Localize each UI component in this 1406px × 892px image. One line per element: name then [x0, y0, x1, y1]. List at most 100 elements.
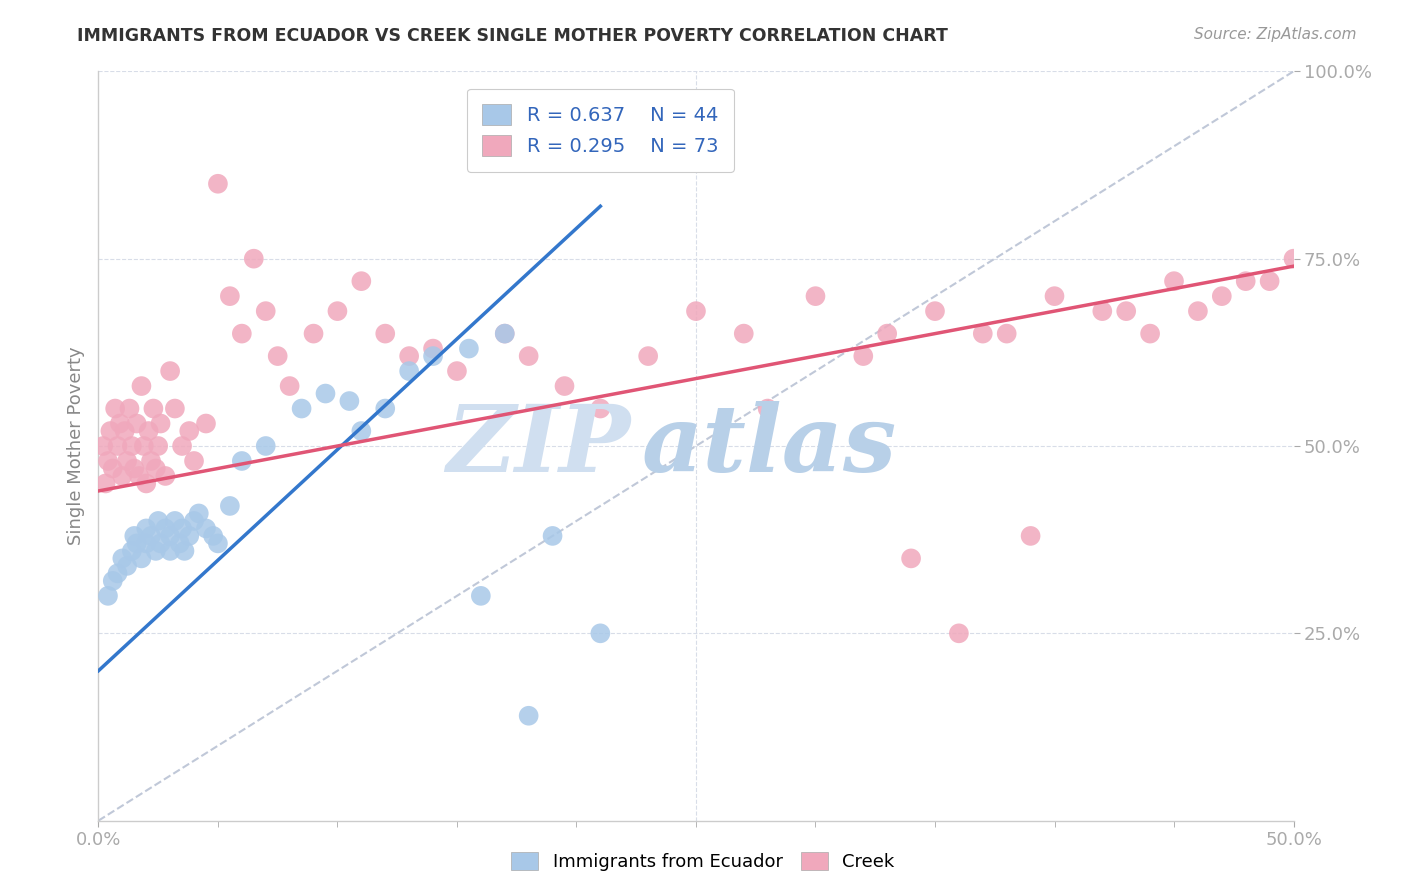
Point [219, 289, 242, 303]
Point [494, 326, 516, 341]
Text: Source: ZipAtlas.com: Source: ZipAtlas.com [1194, 27, 1357, 42]
Point [948, 626, 970, 640]
Point [1234, 274, 1257, 288]
Point [111, 551, 134, 566]
Point [589, 626, 612, 640]
Point [195, 521, 218, 535]
Point [1019, 529, 1042, 543]
Text: IMMIGRANTS FROM ECUADOR VS CREEK SINGLE MOTHER POVERTY CORRELATION CHART: IMMIGRANTS FROM ECUADOR VS CREEK SINGLE … [77, 27, 948, 45]
Point [173, 544, 195, 558]
Point [163, 514, 186, 528]
Point [132, 439, 155, 453]
Point [207, 177, 229, 191]
Point [315, 386, 337, 401]
Point [339, 394, 361, 409]
Point [107, 439, 129, 453]
Point [135, 476, 157, 491]
Point [97, 454, 120, 468]
Point [398, 364, 420, 378]
Point [108, 417, 131, 431]
Point [470, 589, 492, 603]
Point [169, 536, 191, 550]
Point [121, 544, 143, 558]
Point [207, 536, 229, 550]
Point [995, 326, 1018, 341]
Point [350, 274, 373, 288]
Point [398, 349, 420, 363]
Point [852, 349, 875, 363]
Point [267, 349, 290, 363]
Point [517, 349, 540, 363]
Point [1115, 304, 1137, 318]
Point [121, 439, 143, 453]
Point [900, 551, 922, 566]
Point [422, 342, 444, 356]
Point [183, 454, 205, 468]
Point [159, 364, 181, 378]
Point [94, 476, 117, 491]
Point [149, 536, 172, 550]
Text: ZIP: ZIP [446, 401, 630, 491]
Point [291, 401, 314, 416]
Point [107, 566, 129, 581]
Point [91, 439, 114, 453]
Point [159, 529, 181, 543]
Point [1187, 304, 1209, 318]
Point [733, 326, 755, 341]
Point [145, 461, 167, 475]
Point [1139, 326, 1161, 341]
Point [202, 529, 225, 543]
Point [183, 514, 205, 528]
Point [148, 439, 170, 453]
Point [517, 708, 540, 723]
Point [1211, 289, 1233, 303]
Point [125, 417, 148, 431]
Point [541, 529, 564, 543]
Point [685, 304, 707, 318]
Y-axis label: Single Mother Poverty: Single Mother Poverty [66, 347, 84, 545]
Point [155, 521, 177, 535]
Point [111, 469, 134, 483]
Point [98, 424, 122, 438]
Point [159, 544, 181, 558]
Point [172, 521, 194, 535]
Point [155, 469, 177, 483]
Point [374, 326, 396, 341]
Point [163, 401, 186, 416]
Point [128, 469, 150, 483]
Point [114, 424, 136, 438]
Point [756, 401, 779, 416]
Point [422, 349, 444, 363]
Point [101, 461, 124, 475]
Point [195, 417, 218, 431]
Point [278, 379, 301, 393]
Point [115, 454, 138, 468]
Point [350, 424, 373, 438]
Point [179, 529, 201, 543]
Point [1163, 274, 1185, 288]
Point [135, 521, 157, 535]
Point [1258, 274, 1281, 288]
Point [1043, 289, 1066, 303]
Point [219, 499, 242, 513]
Point [179, 424, 201, 438]
Point [135, 536, 157, 550]
Point [149, 417, 172, 431]
Point [243, 252, 266, 266]
Point [115, 558, 138, 573]
Point [494, 326, 516, 341]
Point [104, 401, 127, 416]
Legend: R = 0.637    N = 44, R = 0.295    N = 73: R = 0.637 N = 44, R = 0.295 N = 73 [467, 88, 734, 172]
Point [101, 574, 124, 588]
Legend: Immigrants from Ecuador, Creek: Immigrants from Ecuador, Creek [505, 845, 901, 879]
Point [139, 529, 162, 543]
Point [804, 289, 827, 303]
Point [637, 349, 659, 363]
Point [1091, 304, 1114, 318]
Point [124, 529, 146, 543]
Point [148, 514, 170, 528]
Point [131, 379, 153, 393]
Text: atlas: atlas [643, 401, 897, 491]
Point [142, 401, 165, 416]
Point [138, 424, 160, 438]
